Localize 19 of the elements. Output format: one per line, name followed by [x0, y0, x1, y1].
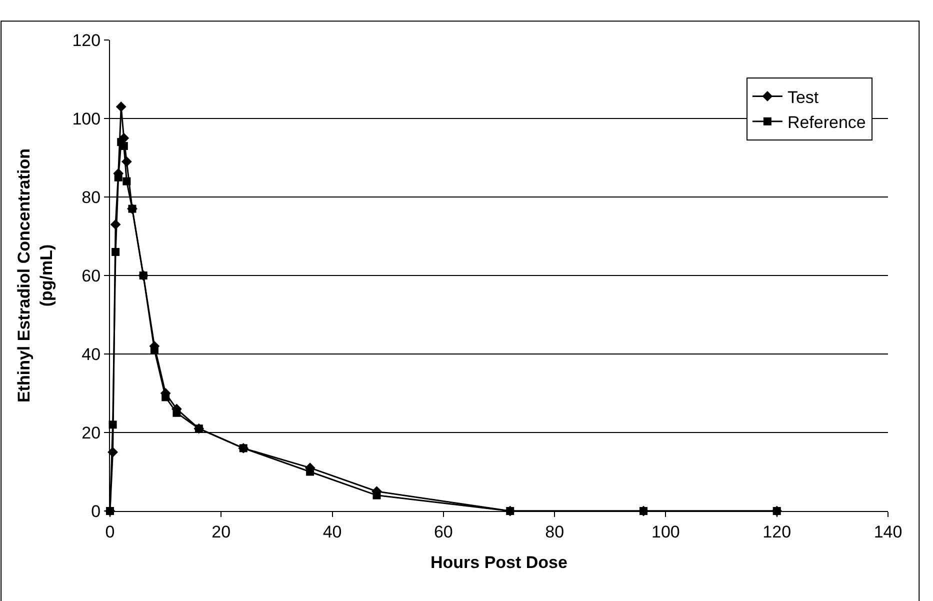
y-tick-label: 40 — [82, 344, 101, 364]
x-tick-label: 140 — [874, 522, 902, 542]
x-tick-label: 20 — [212, 522, 231, 542]
y-tick-label: 20 — [82, 423, 101, 442]
y-tick-label: 100 — [72, 109, 101, 128]
x-tick-label: 0 — [105, 522, 115, 542]
x-tick-label: 40 — [322, 522, 342, 542]
y-tick-label: 60 — [82, 266, 101, 286]
legend-label: Test — [787, 88, 819, 107]
x-tick-label: 80 — [545, 522, 564, 542]
x-axis-title: Hours Post Dose — [430, 552, 568, 572]
legend-label: Reference — [787, 112, 866, 132]
y-tick-label: 120 — [72, 30, 101, 50]
x-tick-label: 60 — [434, 522, 453, 542]
x-tick-label: 120 — [762, 522, 792, 542]
y-axis-title: Ethinyl Estradiol Concentration (pg/mL) — [14, 148, 56, 403]
y-tick-label: 80 — [82, 188, 101, 207]
x-tick-label: 100 — [652, 522, 680, 542]
y-tick-label: 0 — [91, 502, 101, 521]
